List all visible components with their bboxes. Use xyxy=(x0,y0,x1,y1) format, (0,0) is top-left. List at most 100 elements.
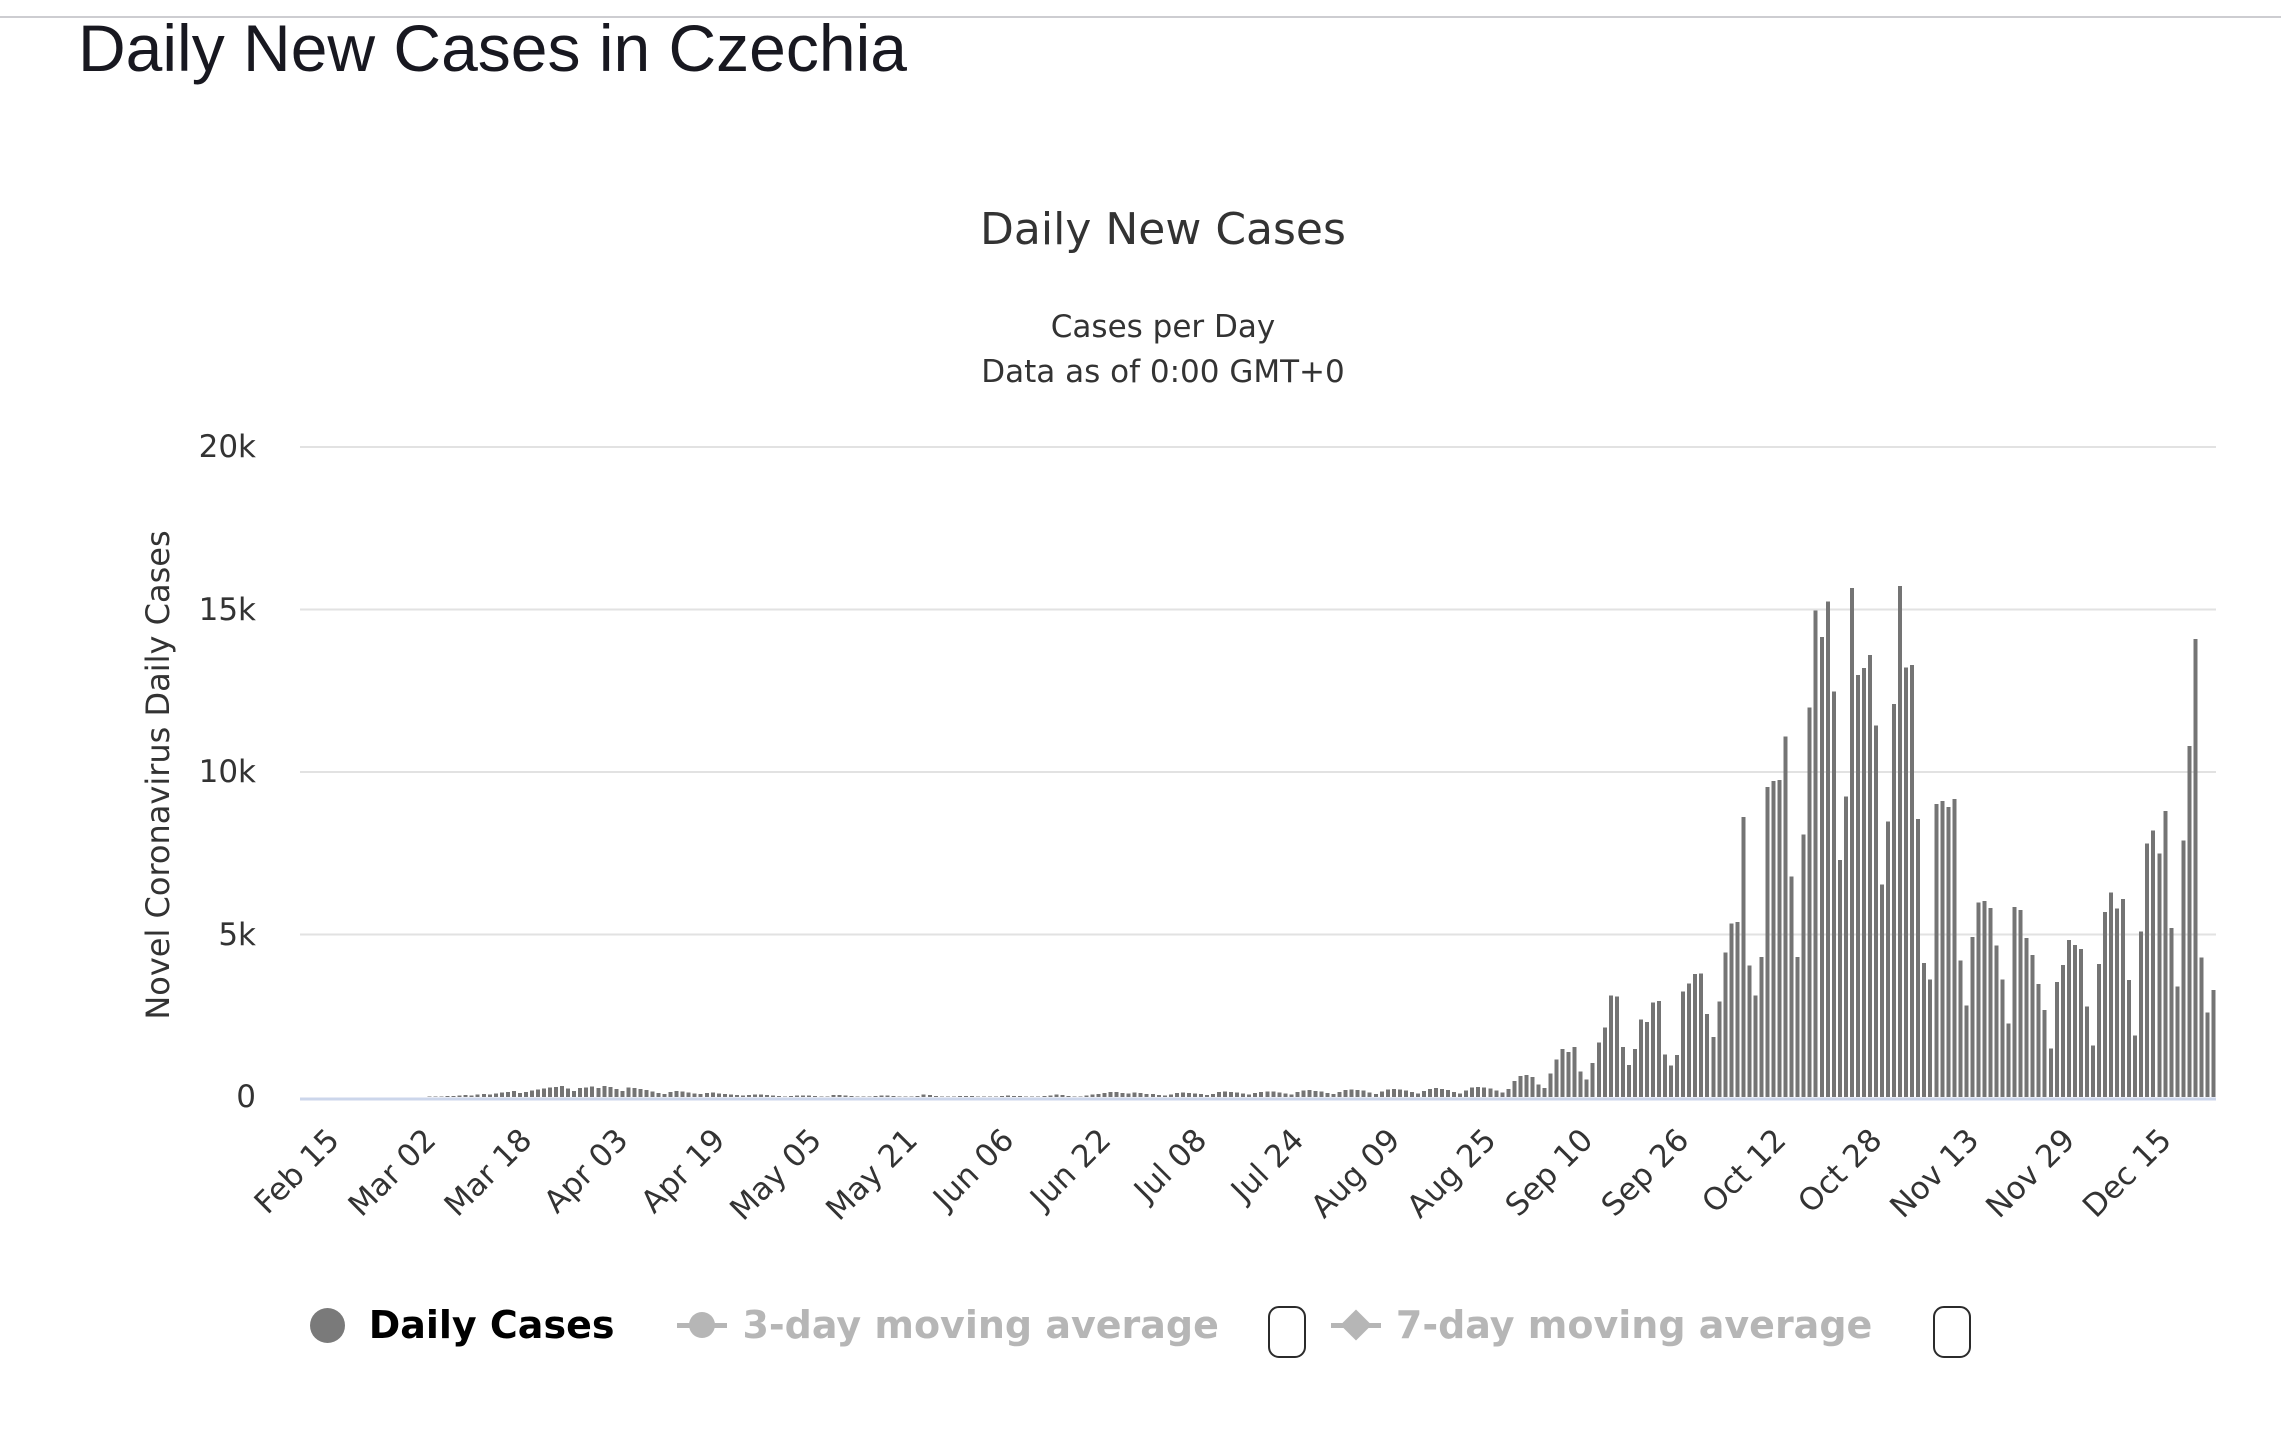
daily-cases-bar[interactable] xyxy=(1898,585,1903,1097)
daily-cases-bar[interactable] xyxy=(746,1094,751,1097)
daily-cases-bar[interactable] xyxy=(1241,1093,1246,1097)
daily-cases-bar[interactable] xyxy=(2115,908,2120,1098)
daily-cases-bar[interactable] xyxy=(1090,1094,1095,1097)
daily-cases-bar[interactable] xyxy=(1307,1090,1312,1097)
daily-cases-bar[interactable] xyxy=(969,1096,974,1097)
daily-cases-bar[interactable] xyxy=(626,1087,631,1097)
daily-cases-bar[interactable] xyxy=(517,1093,522,1097)
daily-cases-bar[interactable] xyxy=(2066,940,2071,1097)
daily-cases-bar[interactable] xyxy=(861,1096,866,1098)
daily-cases-bar[interactable] xyxy=(1259,1091,1264,1097)
daily-cases-bar[interactable] xyxy=(1373,1093,1378,1097)
daily-cases-bar[interactable] xyxy=(843,1095,848,1097)
daily-cases-bar[interactable] xyxy=(1711,1037,1716,1097)
daily-cases-bar[interactable] xyxy=(1289,1094,1294,1098)
daily-cases-bar[interactable] xyxy=(1132,1092,1137,1098)
daily-cases-bar[interactable] xyxy=(982,1096,986,1098)
daily-cases-bar[interactable] xyxy=(1500,1092,1505,1097)
daily-cases-bar[interactable] xyxy=(957,1096,962,1097)
daily-cases-bar[interactable] xyxy=(1205,1094,1209,1097)
daily-cases-bar[interactable] xyxy=(771,1095,776,1098)
daily-cases-bar[interactable] xyxy=(945,1096,950,1098)
daily-cases-bar[interactable] xyxy=(716,1093,721,1097)
daily-cases-bar[interactable] xyxy=(915,1096,920,1097)
daily-cases-bar[interactable] xyxy=(1066,1095,1071,1097)
daily-cases-bar[interactable] xyxy=(831,1094,836,1097)
daily-cases-bar[interactable] xyxy=(1265,1091,1270,1097)
daily-cases-bar[interactable] xyxy=(1325,1092,1330,1097)
daily-cases-bar[interactable] xyxy=(2072,945,2077,1097)
daily-cases-bar[interactable] xyxy=(1446,1090,1451,1097)
daily-cases-bar[interactable] xyxy=(1602,1027,1607,1098)
daily-cases-bar[interactable] xyxy=(1102,1093,1107,1097)
daily-cases-bar[interactable] xyxy=(1651,1002,1655,1097)
daily-cases-bar[interactable] xyxy=(1795,956,1800,1097)
daily-cases-bar[interactable] xyxy=(1735,921,1740,1097)
daily-cases-bar[interactable] xyxy=(2036,984,2041,1097)
daily-cases-bar[interactable] xyxy=(1608,995,1613,1097)
daily-cases-bar[interactable] xyxy=(1464,1090,1469,1097)
daily-cases-bar[interactable] xyxy=(1042,1096,1047,1097)
daily-cases-bar[interactable] xyxy=(1138,1093,1143,1097)
daily-cases-bar[interactable] xyxy=(2181,840,2186,1098)
daily-cases-bar[interactable] xyxy=(662,1093,667,1097)
daily-cases-bar[interactable] xyxy=(680,1091,685,1097)
daily-cases-bar[interactable] xyxy=(1578,1071,1583,1098)
daily-cases-bar[interactable] xyxy=(963,1095,968,1097)
daily-cases-bar[interactable] xyxy=(819,1096,824,1097)
daily-cases-bar[interactable] xyxy=(578,1088,583,1097)
daily-cases-bar[interactable] xyxy=(590,1086,595,1097)
daily-cases-bar[interactable] xyxy=(2139,931,2144,1098)
daily-cases-bar[interactable] xyxy=(1940,800,1945,1097)
daily-cases-bar[interactable] xyxy=(1819,637,1824,1097)
daily-cases-bar[interactable] xyxy=(1687,983,1692,1097)
daily-cases-bar[interactable] xyxy=(650,1091,655,1098)
daily-cases-bar[interactable] xyxy=(1747,965,1752,1097)
daily-cases-bar[interactable] xyxy=(1283,1093,1288,1098)
daily-cases-bar[interactable] xyxy=(2163,811,2168,1097)
7day-moving-average-checkbox[interactable] xyxy=(1933,1306,1972,1358)
daily-cases-bar[interactable] xyxy=(710,1092,715,1097)
daily-cases-bar[interactable] xyxy=(2211,989,2216,1098)
daily-cases-bar[interactable] xyxy=(1156,1095,1161,1097)
daily-cases-bar[interactable] xyxy=(2030,955,2035,1097)
daily-cases-bar[interactable] xyxy=(1801,834,1806,1097)
daily-cases-bar[interactable] xyxy=(1741,816,1746,1097)
daily-cases-bar[interactable] xyxy=(1693,973,1698,1097)
daily-cases-bar[interactable] xyxy=(1759,956,1764,1097)
daily-cases-bar[interactable] xyxy=(921,1094,926,1097)
daily-cases-bar[interactable] xyxy=(777,1096,782,1097)
daily-cases-bar[interactable] xyxy=(1470,1087,1475,1097)
daily-cases-bar[interactable] xyxy=(1174,1092,1179,1097)
daily-cases-bar[interactable] xyxy=(475,1094,480,1097)
daily-cases-bar[interactable] xyxy=(1150,1094,1155,1097)
daily-cases-bar[interactable] xyxy=(1910,665,1915,1097)
daily-cases-bar[interactable] xyxy=(1874,725,1878,1098)
legend-item-3day-moving-average[interactable]: 3-day moving average xyxy=(677,1303,1219,1347)
daily-cases-bar[interactable] xyxy=(1729,923,1734,1098)
daily-cases-bar[interactable] xyxy=(1880,884,1884,1098)
daily-cases-bar[interactable] xyxy=(1590,1063,1595,1097)
daily-cases-bar[interactable] xyxy=(801,1095,806,1098)
daily-cases-bar[interactable] xyxy=(1192,1093,1197,1097)
daily-cases-bar[interactable] xyxy=(445,1096,450,1097)
daily-cases-bar[interactable] xyxy=(813,1096,818,1097)
daily-cases-bar[interactable] xyxy=(1144,1093,1149,1098)
daily-cases-bar[interactable] xyxy=(837,1095,842,1097)
daily-cases-bar[interactable] xyxy=(608,1086,613,1097)
daily-cases-bar[interactable] xyxy=(2018,910,2023,1097)
daily-cases-bar[interactable] xyxy=(1440,1089,1444,1097)
daily-cases-bar[interactable] xyxy=(1379,1091,1384,1097)
daily-cases-bar[interactable] xyxy=(560,1086,565,1098)
daily-cases-bar[interactable] xyxy=(674,1091,679,1097)
daily-cases-bar[interactable] xyxy=(897,1096,902,1097)
daily-cases-bar[interactable] xyxy=(542,1088,546,1097)
daily-cases-bar[interactable] xyxy=(1699,973,1704,1098)
daily-cases-bar[interactable] xyxy=(1488,1088,1493,1097)
daily-cases-bar[interactable] xyxy=(1928,979,1933,1097)
daily-cases-bar[interactable] xyxy=(2000,979,2005,1097)
daily-cases-bar[interactable] xyxy=(1723,952,1728,1097)
daily-cases-bar[interactable] xyxy=(885,1095,890,1097)
daily-cases-bar[interactable] xyxy=(2042,1010,2047,1097)
daily-cases-bar[interactable] xyxy=(2048,1048,2053,1098)
